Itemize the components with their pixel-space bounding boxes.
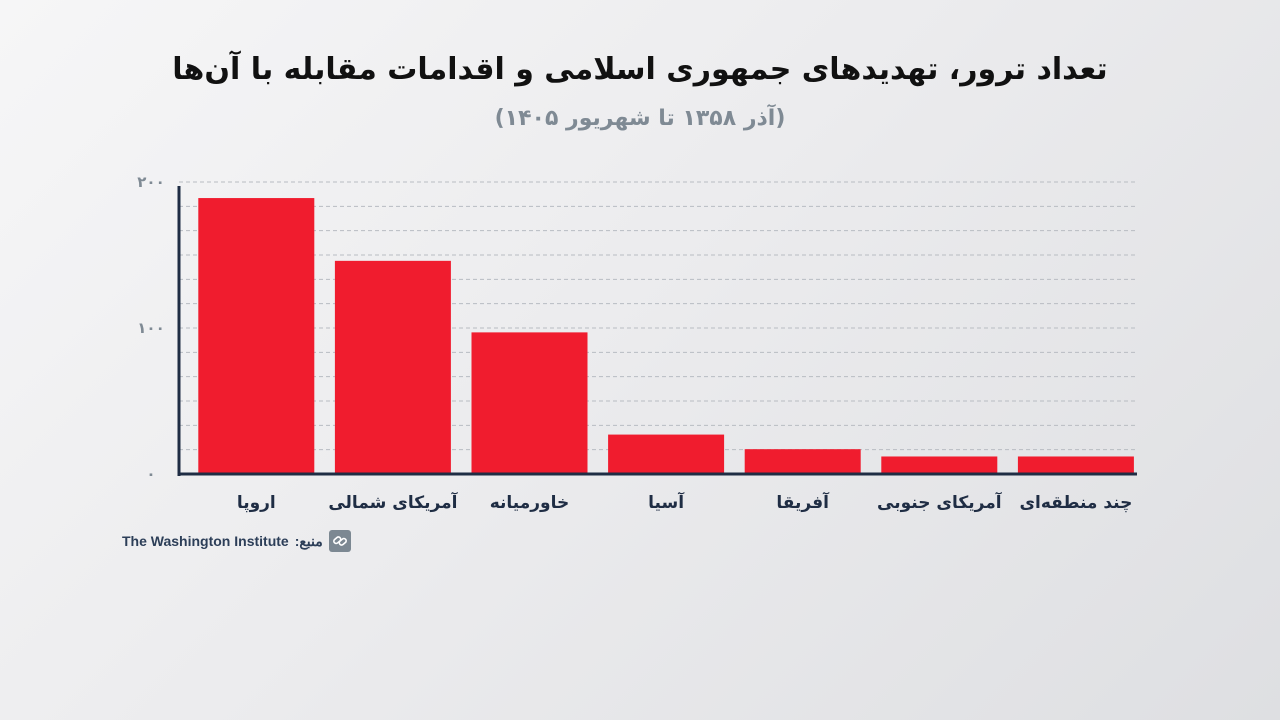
x-tick-label: اروپا (237, 493, 276, 513)
link-icon (328, 530, 351, 552)
source-credit: The Washington Institute منبع: (122, 529, 351, 553)
x-tick-label: آفریقا (776, 491, 830, 513)
x-tick-label: آسیا (648, 491, 685, 513)
bar (881, 456, 998, 474)
y-tick-label: ۰ (146, 465, 155, 483)
source-label: منبع: (294, 532, 323, 549)
bar (1017, 456, 1134, 474)
y-tick-label: ۱۰۰ (137, 319, 164, 337)
chart-subtitle: (آذر ۱۳۵۸ تا شهریور ۱۴۰۵) (494, 106, 786, 131)
x-tick-label: خاورمیانه (490, 493, 570, 513)
source-name: The Washington Institute (122, 533, 289, 549)
bar (744, 449, 861, 474)
x-tick-label: آمریکای جنوبی (877, 491, 1003, 513)
chart-title: تعداد ترور، تهدیدهای جمهوری اسلامی و اقد… (172, 52, 1108, 87)
y-tick-label: ۲۰۰ (137, 173, 164, 191)
bar (198, 198, 315, 474)
x-tick-label: آمریکای شمالی (328, 491, 458, 513)
bar (334, 260, 451, 474)
x-tick-label: چند منطقه‌ای (1019, 493, 1132, 513)
bar (471, 332, 588, 474)
bar (608, 434, 725, 474)
